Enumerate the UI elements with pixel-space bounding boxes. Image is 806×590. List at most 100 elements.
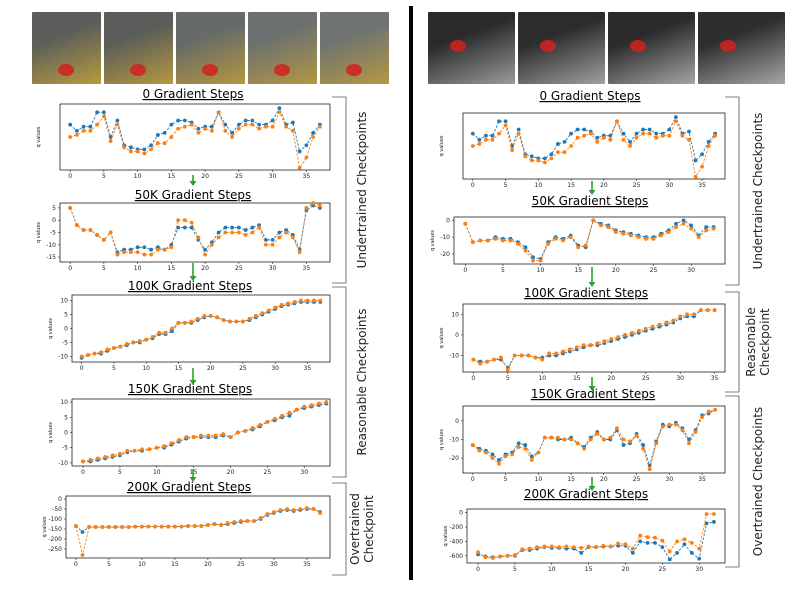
y-tick-label: -5 (62, 445, 68, 452)
data-point-orange (490, 137, 495, 142)
x-tick-label: 20 (204, 561, 212, 568)
data-point-blue (523, 245, 528, 250)
data-point-blue (621, 443, 626, 447)
data-point-orange (159, 524, 164, 529)
data-point-orange (476, 550, 480, 555)
data-point-blue (689, 551, 694, 555)
data-point-orange (667, 549, 672, 554)
series-line-blue (477, 521, 715, 561)
data-point-orange (546, 241, 550, 246)
data-point-orange (230, 135, 235, 139)
x-tick-label: 15 (175, 365, 183, 372)
data-point-orange (209, 128, 214, 133)
data-point-blue (687, 129, 691, 134)
data-point-orange (579, 545, 584, 550)
data-point-orange (140, 524, 144, 529)
x-tick-label: 15 (567, 182, 575, 189)
data-point-orange (203, 252, 208, 257)
data-point-orange (490, 556, 495, 560)
data-point-orange (199, 433, 203, 438)
data-point-orange (228, 319, 232, 324)
data-point-orange (650, 324, 655, 329)
data-point-blue (654, 131, 659, 136)
data-point-orange (112, 346, 116, 350)
data-point-blue (236, 225, 241, 230)
data-point-blue (697, 556, 702, 561)
data-point-orange (243, 122, 248, 127)
x-tick-label: 35 (303, 265, 311, 272)
data-point-orange (588, 437, 593, 442)
y-tick-label: -20 (440, 251, 450, 258)
x-tick-label: 15 (171, 561, 179, 568)
data-point-orange (497, 461, 501, 466)
data-point-orange (80, 553, 85, 557)
data-point-orange (258, 516, 263, 520)
data-point-orange (562, 150, 567, 155)
data-point-orange (680, 428, 685, 433)
y-axis-label: q values (42, 516, 48, 537)
data-point-orange (536, 158, 541, 163)
data-point-orange (95, 233, 100, 237)
chart-2: 100K Gradient Steps q values 0 5 10 15 20 25 30 3… (48, 279, 331, 372)
data-point-orange (93, 525, 98, 529)
data-point-orange (553, 236, 558, 241)
data-point-orange (115, 122, 120, 127)
robot-frame-red-pot-sink-3 (698, 12, 785, 84)
data-point-orange (527, 546, 532, 551)
x-tick-label: 35 (698, 476, 706, 483)
data-point-orange (696, 235, 701, 240)
y-tick-label: -10 (58, 460, 68, 467)
data-point-orange (99, 350, 103, 355)
data-point-blue (263, 237, 268, 242)
data-point-orange (542, 435, 547, 440)
data-point-orange (561, 349, 565, 354)
data-point-orange (698, 308, 703, 313)
y-tick-label: -10 (46, 242, 56, 249)
data-point-orange (245, 519, 250, 523)
data-point-blue (682, 542, 687, 547)
data-point-orange (586, 544, 591, 549)
x-tick-label: 25 (659, 566, 667, 573)
y-axis-label: q values (36, 222, 42, 243)
data-point-blue (149, 143, 154, 148)
data-point-orange (516, 241, 520, 246)
data-point-orange (706, 409, 711, 414)
group-label: Overtrained Checkpoints (751, 407, 765, 556)
x-tick-label: 25 (633, 476, 641, 483)
data-point-blue (243, 118, 248, 123)
data-point-orange (216, 110, 221, 115)
data-point-blue (304, 143, 309, 148)
data-point-orange (598, 223, 603, 228)
data-point-orange (87, 525, 91, 529)
y-tick-label: -200 (48, 536, 62, 543)
y-tick-label: 0 (455, 418, 459, 425)
plot-frame (71, 294, 331, 363)
data-point-orange (540, 357, 545, 362)
data-point-blue (250, 118, 255, 123)
x-tick-label: 20 (201, 265, 209, 272)
data-point-orange (304, 206, 309, 210)
data-point-blue (257, 122, 262, 127)
data-point-orange (595, 139, 600, 144)
data-point-blue (641, 127, 646, 132)
series-line-orange (473, 309, 715, 371)
y-tick-label: -400 (449, 538, 463, 545)
data-point-orange (317, 124, 322, 129)
data-point-orange (195, 316, 200, 321)
data-point-orange (110, 453, 115, 458)
data-point-orange (713, 407, 718, 412)
y-tick-label: 10 (451, 311, 459, 318)
data-point-blue (149, 247, 154, 252)
data-point-orange (615, 426, 619, 431)
data-point-orange (623, 542, 628, 547)
data-point-blue (653, 540, 657, 545)
data-point-orange (285, 507, 289, 511)
data-point-orange (92, 351, 97, 356)
x-tick-label: 0 (471, 476, 475, 483)
data-point-orange (101, 237, 106, 242)
x-tick-label: 5 (118, 469, 122, 476)
data-point-orange (556, 435, 560, 440)
y-tick-label: -150 (48, 526, 62, 533)
data-point-orange (643, 326, 648, 331)
data-point-blue (216, 230, 221, 235)
